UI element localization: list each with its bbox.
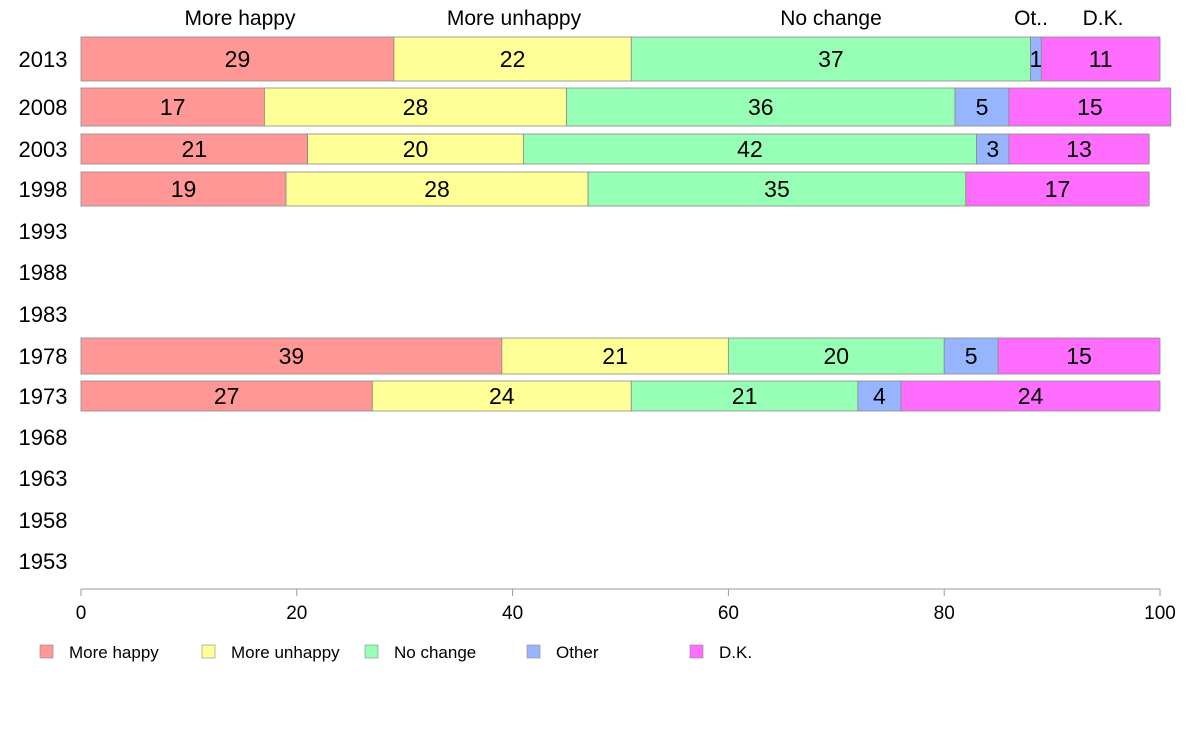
bar-segment [965,171,1150,207]
bar-value-label: 24 [489,383,515,409]
bar-value-label: 35 [764,176,790,202]
bar-value-label: 3 [986,136,999,162]
bar-value-label: 13 [1066,136,1092,162]
legend-label: More unhappy [231,643,340,662]
y-tick-label: 2003 [19,137,68,162]
y-tick-label: 1983 [19,302,68,327]
legend-swatch [39,644,54,659]
bar-segment [80,87,265,127]
y-tick-label: 1988 [19,260,68,285]
legend-label: Other [556,643,599,662]
bar-value-label: 15 [1066,343,1092,369]
bar-value-label: 4 [873,383,886,409]
bar-value-label: 5 [965,343,978,369]
bar-segment [80,380,373,412]
bar-segment [307,133,524,165]
x-tick-label: 100 [1144,603,1176,624]
y-tick-label: 1993 [19,219,68,244]
bar-segment [900,380,1161,412]
x-axis: 0 20 40 60 80 100 [76,588,1176,624]
series-header-label: D.K. [1083,7,1124,30]
bar-value-label: 21 [602,343,628,369]
bar-value-label: 22 [500,46,526,72]
bar-segment [1008,133,1150,165]
bar-segment [393,36,632,82]
bar-segment [80,171,287,207]
bar-segment [997,337,1161,375]
bar-segment [943,337,999,375]
bar-value-label: 17 [160,94,186,120]
legend-label: No change [394,643,476,662]
bar-value-label: 15 [1077,94,1103,120]
bar-value-label: 1 [1030,46,1043,72]
legend-label: D.K. [719,643,752,662]
bar-value-label: 29 [225,46,251,72]
bar-value-label: 20 [824,343,850,369]
legend-swatch [201,644,216,659]
series-header-label: Ot.. [1014,7,1048,30]
bar-segment [522,133,977,165]
bar-value-label: 36 [748,94,774,120]
bar-segment [566,87,956,127]
bar-value-label: 39 [279,343,305,369]
bar-segment [954,87,1010,127]
series-header-label: More unhappy [447,7,582,30]
series-header-label: More happy [185,7,296,30]
y-tick-label: 2008 [19,95,68,120]
bar-value-label: 21 [732,383,758,409]
x-tick-label: 0 [76,603,87,624]
legend-swatch [364,644,379,659]
bar-value-label: 17 [1045,176,1071,202]
bar-segment [264,87,567,127]
y-axis-labels: 2013 2008 2003 1998 1993 1988 1983 1978 1973 1968… [19,47,68,574]
x-tick-label: 80 [934,603,955,624]
y-tick-label: 2013 [19,47,68,72]
legend-swatch [526,644,541,659]
y-tick-label: 1958 [19,508,68,533]
y-tick-label: 1978 [19,344,68,369]
bar-value-label: 24 [1018,383,1044,409]
x-tick-label: 60 [718,603,739,624]
bar-segment [857,380,902,412]
bar-value-label: 28 [424,176,450,202]
bar-segment [630,36,1031,82]
bar-segment [80,36,395,82]
bar-value-label: 37 [818,46,844,72]
bar-value-label: 20 [403,136,429,162]
legend-swatch [689,644,704,659]
bar-segment [976,133,1010,165]
bar-segment [1040,36,1161,82]
bar-segment [80,337,503,375]
y-tick-label: 1968 [19,425,68,450]
bar-segment [80,133,308,165]
bar-value-label: 5 [976,94,989,120]
y-tick-label: 1953 [19,549,68,574]
bar-segment [1008,87,1172,127]
bar-value-label: 11 [1089,46,1113,72]
y-tick-label: 1973 [19,384,68,409]
bar-value-label: 21 [181,136,207,162]
bar-segment [371,380,632,412]
y-tick-label: 1998 [19,177,68,202]
bar-value-label: 19 [171,176,197,202]
x-tick-label: 40 [502,603,523,624]
bar-value-label: 27 [214,383,240,409]
series-header-label: No change [780,7,882,30]
y-tick-label: 1963 [19,466,68,491]
legend-label: More happy [69,643,159,662]
x-tick-label: 20 [286,603,307,624]
bar-value-label: 28 [403,94,429,120]
series-header-labels: More happy More unhappy No change Ot.. D.K. [185,7,1124,30]
legend: More happy More unhappy No change Other D.K. [39,643,752,662]
bar-value-label: 42 [737,136,763,162]
